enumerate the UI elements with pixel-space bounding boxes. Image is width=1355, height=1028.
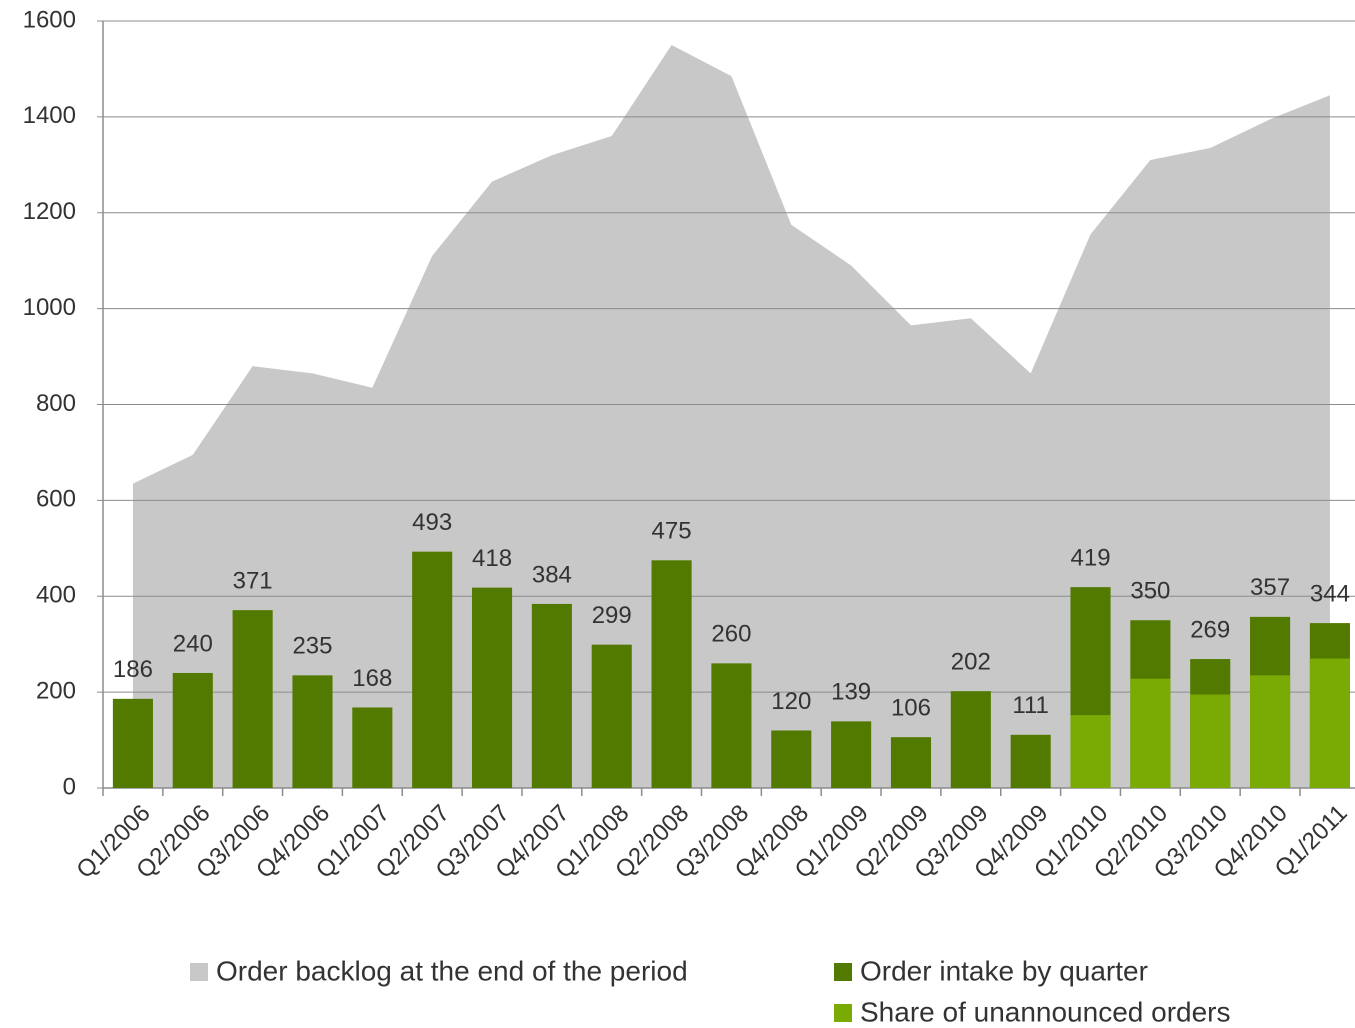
bar xyxy=(172,672,213,788)
bar xyxy=(471,587,513,788)
data-label: 269 xyxy=(1190,616,1230,643)
bar xyxy=(292,675,333,788)
y-tick-label: 800 xyxy=(36,390,76,417)
legend-swatch xyxy=(834,963,852,981)
data-label: 260 xyxy=(711,621,751,648)
bar xyxy=(412,551,453,788)
y-tick-label: 1000 xyxy=(23,294,76,321)
bar xyxy=(591,644,632,788)
data-label: 344 xyxy=(1310,580,1350,607)
data-label: 418 xyxy=(472,545,512,572)
bar xyxy=(771,730,812,788)
bar xyxy=(112,698,153,788)
data-label: 168 xyxy=(352,665,392,692)
legend-label: Order intake by quarter xyxy=(860,955,1148,986)
data-label: 357 xyxy=(1250,574,1290,601)
bar xyxy=(1309,658,1350,788)
data-label: 493 xyxy=(412,509,452,536)
legend-swatch xyxy=(190,963,208,981)
bar xyxy=(831,721,872,788)
data-label: 106 xyxy=(891,695,931,722)
y-tick-label: 1600 xyxy=(23,6,76,33)
bar xyxy=(890,737,932,788)
bar xyxy=(711,663,752,788)
y-tick-label: 1400 xyxy=(23,102,76,129)
data-label: 186 xyxy=(113,656,153,683)
bar xyxy=(1250,675,1291,788)
y-tick-label: 400 xyxy=(36,582,76,609)
y-tick-label: 0 xyxy=(63,773,76,800)
bar xyxy=(531,603,572,788)
legend-label: Order backlog at the end of the period xyxy=(216,955,688,986)
bar xyxy=(1190,694,1231,788)
data-label: 371 xyxy=(233,567,273,594)
bar xyxy=(232,610,273,788)
bar xyxy=(651,560,692,788)
legend-label: Share of unannounced orders xyxy=(860,996,1231,1027)
data-label: 139 xyxy=(831,679,871,706)
bar xyxy=(950,691,991,788)
y-tick-label: 200 xyxy=(36,677,76,704)
data-label: 384 xyxy=(532,561,572,588)
legend-swatch xyxy=(834,1004,852,1022)
bar xyxy=(1130,678,1171,788)
data-label: 299 xyxy=(592,602,632,629)
bar xyxy=(1070,715,1111,788)
bar xyxy=(352,707,393,788)
bar xyxy=(1010,734,1051,788)
data-label: 350 xyxy=(1130,578,1170,605)
y-tick-label: 600 xyxy=(36,486,76,513)
data-label: 240 xyxy=(173,630,213,657)
data-label: 235 xyxy=(292,633,332,660)
data-label: 475 xyxy=(652,518,692,545)
data-label: 202 xyxy=(951,649,991,676)
data-label: 111 xyxy=(1012,692,1048,719)
y-tick-label: 1200 xyxy=(23,198,76,225)
data-label: 120 xyxy=(771,688,811,715)
data-label: 419 xyxy=(1071,544,1111,571)
